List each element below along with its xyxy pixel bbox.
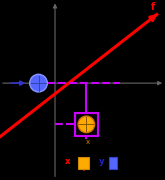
FancyBboxPatch shape	[78, 157, 89, 169]
Text: y: y	[99, 157, 104, 166]
Text: f: f	[151, 2, 155, 12]
Text: x: x	[65, 157, 70, 166]
Circle shape	[30, 74, 47, 92]
Text: x: x	[86, 140, 90, 145]
FancyBboxPatch shape	[75, 113, 98, 136]
FancyBboxPatch shape	[109, 157, 117, 169]
Circle shape	[78, 116, 95, 133]
